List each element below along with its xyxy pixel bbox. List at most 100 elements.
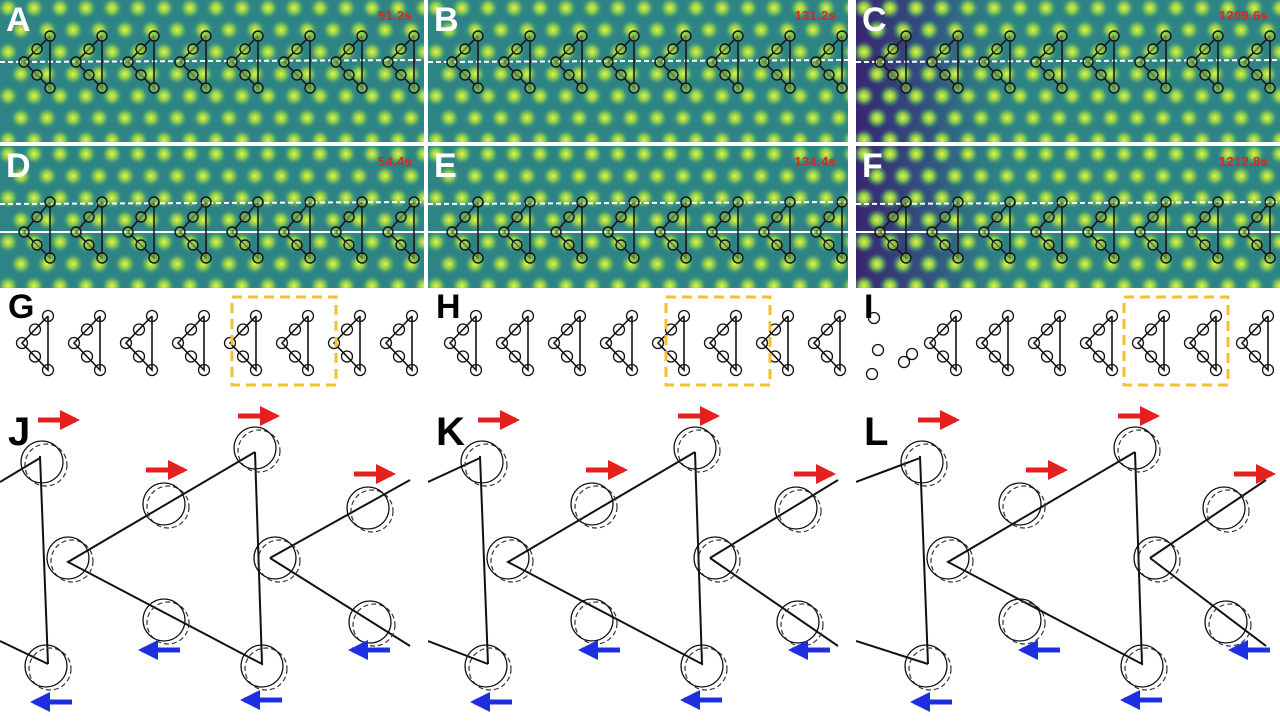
- atom-spot: [451, 0, 473, 19]
- atom-circle: [392, 350, 406, 363]
- atom-spot: [750, 165, 772, 187]
- atom-marker: [356, 30, 368, 42]
- chain-bond: [20, 315, 49, 372]
- atom-marker: [1264, 30, 1276, 42]
- atom-marker: [836, 82, 848, 94]
- atom-marker: [952, 30, 964, 42]
- atom-spot: [931, 187, 953, 209]
- atom-spot: [620, 165, 642, 187]
- atom-spot: [1243, 187, 1265, 209]
- atom-spot: [335, 187, 357, 209]
- atom-marker: [836, 30, 848, 42]
- atom-dashed-circle: [350, 489, 394, 533]
- atom-dashed-circle: [908, 647, 952, 691]
- atom-spot: [127, 146, 149, 165]
- bond-line: [709, 557, 839, 647]
- atom-marker: [44, 252, 56, 264]
- atom-marker: [926, 56, 938, 68]
- atom-spot: [23, 187, 45, 209]
- atom-marker: [615, 239, 627, 251]
- atom-spot: [477, 146, 499, 165]
- atom-spot: [918, 209, 940, 231]
- atom-spot: [438, 19, 460, 41]
- atom-marker: [758, 226, 770, 238]
- bond-line: [505, 451, 704, 666]
- atom-circle: [456, 323, 470, 336]
- atom-spot: [36, 165, 58, 187]
- atom-marker: [732, 30, 744, 42]
- atom-spot: [866, 107, 888, 129]
- atom-circle: [1133, 536, 1177, 580]
- atom-spot: [114, 209, 136, 231]
- atom-spot: [413, 41, 424, 63]
- atom-circle: [405, 309, 419, 323]
- atom-spot: [1269, 129, 1280, 142]
- atom-spot: [451, 187, 473, 209]
- atom-marker: [44, 196, 56, 208]
- atom-circle: [288, 350, 302, 363]
- atom-spot: [970, 107, 992, 129]
- atom-spot: [789, 275, 811, 288]
- atom-spot: [192, 107, 214, 129]
- atom-marker: [1160, 252, 1172, 264]
- atom-circle: [693, 536, 737, 580]
- atom-marker: [472, 196, 484, 208]
- atom-dashed-circle: [574, 485, 618, 529]
- atom-spot: [1061, 231, 1083, 253]
- atom-spot: [879, 146, 901, 165]
- atom-marker: [1043, 239, 1055, 251]
- atom-marker: [459, 239, 471, 251]
- atom-spot: [620, 107, 642, 129]
- atom-spot: [659, 129, 681, 142]
- atom-spot: [23, 275, 45, 288]
- atom-spot: [503, 187, 525, 209]
- chain-schematic: [443, 309, 847, 377]
- atom-circle: [1261, 309, 1275, 323]
- atom-spot: [1074, 165, 1096, 187]
- atom-spot: [1126, 63, 1148, 85]
- atom-spot: [179, 85, 201, 107]
- atom-spot: [1022, 107, 1044, 129]
- atom-spot: [451, 275, 473, 288]
- atom-spot: [114, 107, 136, 129]
- atom-spot: [1230, 19, 1252, 41]
- atom-spot: [428, 146, 447, 165]
- atom-dashed-circle: [468, 647, 512, 691]
- atom-spot: [153, 146, 175, 165]
- atom-spot: [23, 146, 45, 165]
- triangle-motif: [428, 426, 839, 691]
- atom-spot: [944, 165, 966, 187]
- atom-marker: [187, 43, 199, 55]
- atom-circle: [612, 350, 626, 363]
- atom-circle: [508, 323, 522, 336]
- atom-spot: [1009, 0, 1031, 19]
- atom-spot: [1074, 209, 1096, 231]
- atom-dashed-circle: [464, 443, 508, 487]
- atom-marker: [330, 56, 342, 68]
- atom-marker: [1264, 82, 1276, 94]
- atom-spot: [244, 165, 266, 187]
- atom-dashed-circle: [244, 647, 288, 691]
- atom-spot: [1204, 107, 1226, 129]
- atom-spot: [335, 129, 357, 142]
- atom-spot: [685, 231, 707, 253]
- atom-spot: [542, 107, 564, 129]
- atom-circle: [253, 536, 297, 580]
- atom-spot: [1009, 129, 1031, 142]
- atom-spot: [127, 129, 149, 142]
- atom-spot: [10, 209, 32, 231]
- atom-spot: [957, 146, 979, 165]
- atom-spot: [646, 107, 668, 129]
- atom-spot: [0, 146, 19, 165]
- atom-spot: [1243, 275, 1265, 288]
- atom-circle: [132, 323, 146, 336]
- atom-spot: [555, 146, 577, 165]
- atom-marker: [1108, 30, 1120, 42]
- atom-circle: [729, 309, 743, 323]
- atom-circle: [171, 336, 185, 350]
- atom-spot: [970, 165, 992, 187]
- atom-marker: [239, 43, 251, 55]
- atom-spot: [918, 165, 940, 187]
- atom-circle: [486, 536, 530, 580]
- atom-spot: [127, 85, 149, 107]
